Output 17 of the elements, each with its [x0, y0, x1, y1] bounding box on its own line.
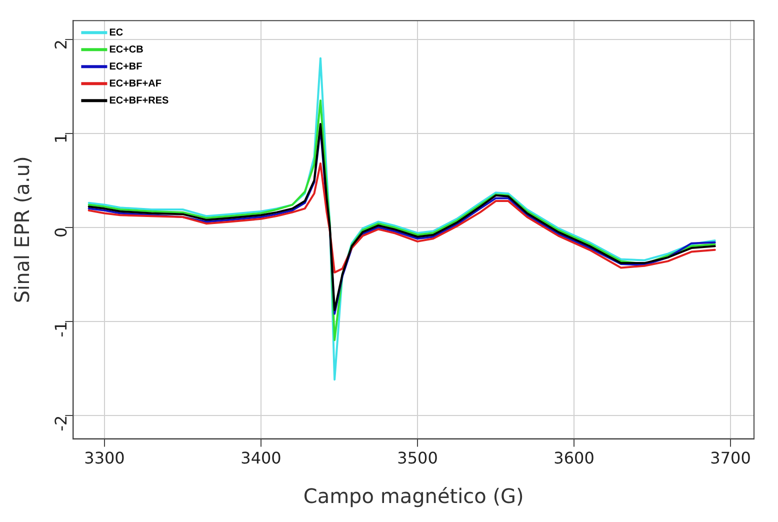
legend-label: EC+BF+AF [109, 78, 162, 90]
legend-label: EC [109, 27, 124, 38]
y-axis-title: Sinal EPR (a.u) [10, 156, 34, 304]
y-tick-label: 2 [51, 39, 70, 50]
x-tick-label: 3700 [710, 448, 751, 468]
y-tick-label: 0 [51, 227, 70, 238]
y-tick-label: -2 [51, 415, 70, 432]
x-tick-label: 3500 [397, 448, 438, 468]
legend-label: EC+BF [109, 61, 142, 72]
x-tick-label: 3400 [240, 448, 282, 468]
legend-label: EC+CB [109, 44, 144, 56]
x-tick-label: 3600 [554, 448, 594, 468]
x-tick-label: 3300 [84, 448, 125, 468]
legend-label: EC+BF+RES [109, 95, 169, 106]
y-tick-label: 1 [51, 133, 70, 144]
y-tick-label: -1 [51, 321, 70, 338]
x-axis-title: Campo magnético (G) [303, 484, 524, 508]
